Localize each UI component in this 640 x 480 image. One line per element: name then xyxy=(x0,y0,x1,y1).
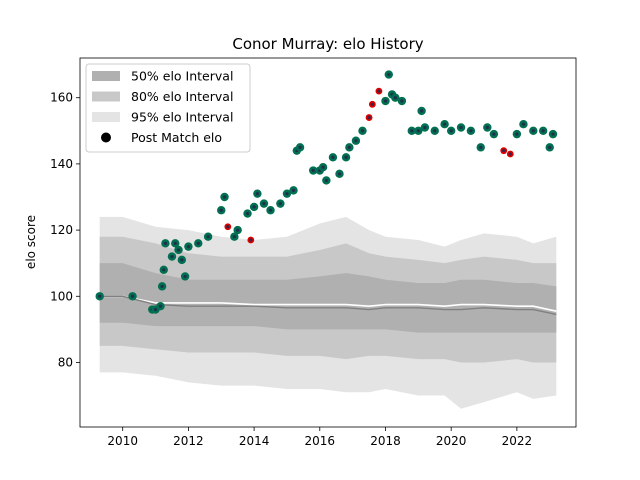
post-match-elo-point-center xyxy=(485,125,489,130)
post-match-elo-point-center xyxy=(291,188,296,192)
post-match-elo-point-center xyxy=(515,132,519,136)
post-match-elo-point-center xyxy=(196,241,200,245)
post-match-elo-point-center xyxy=(311,168,315,173)
legend-label: Post Match elo xyxy=(131,130,222,145)
post-match-elo-point-center xyxy=(531,129,535,133)
median-line xyxy=(99,295,557,316)
post-match-elo-point-center xyxy=(252,205,256,209)
post-match-elo-point-center xyxy=(337,172,342,176)
post-match-elo-point-center xyxy=(344,155,348,159)
post-match-elo-point-center xyxy=(370,102,374,106)
y-axis-label: elo score xyxy=(24,215,38,269)
band-50-interval xyxy=(99,263,557,333)
post-match-elo-point-center xyxy=(393,96,397,100)
post-match-elo-point-center xyxy=(416,129,420,133)
legend-label: 50% elo Interval xyxy=(131,69,233,84)
post-match-elo-point-center xyxy=(245,211,250,216)
post-match-elo-point-center xyxy=(170,254,174,259)
post-match-elo-point-center xyxy=(443,122,447,126)
post-match-elo-point-center xyxy=(377,89,381,93)
post-match-elo-point-center xyxy=(298,145,302,149)
post-match-elo-point-center xyxy=(387,72,391,77)
legend-swatch xyxy=(92,91,120,102)
post-match-elo-point-center xyxy=(226,225,230,229)
post-match-elo-point-center xyxy=(206,235,210,239)
x-axis: 2010 2012 2014 2016 2018 2020 2022 xyxy=(107,427,532,448)
y-tick-label: 100 xyxy=(50,289,73,303)
x-tick-label: 2018 xyxy=(370,434,401,448)
post-match-elo-point-center xyxy=(160,284,164,288)
post-match-elo-point-center xyxy=(420,109,424,113)
post-match-elo-point-center xyxy=(367,115,371,120)
y-axis: 80 100 120 140 160 xyxy=(50,91,80,369)
post-match-elo-point-center xyxy=(186,245,190,249)
x-tick-label: 2012 xyxy=(173,434,204,448)
post-match-elo-point-center xyxy=(423,125,427,130)
post-match-elo-point-center xyxy=(255,192,259,196)
post-match-elo-point-center xyxy=(232,235,236,239)
legend-label: 80% elo Interval xyxy=(131,89,233,104)
post-match-elo-point-center xyxy=(492,132,496,136)
y-tick-label: 80 xyxy=(58,355,73,369)
post-match-elo-point-center xyxy=(183,274,187,279)
post-match-elo-point-center xyxy=(268,208,273,212)
post-match-elo-point-center xyxy=(236,228,240,232)
post-match-elo-point-center xyxy=(508,152,512,156)
post-match-elo-point-center xyxy=(551,132,555,136)
post-match-elo-point-center xyxy=(459,125,463,130)
post-match-elo-point-center xyxy=(98,294,102,298)
post-match-elo-point-center xyxy=(285,192,289,196)
x-tick-label: 2022 xyxy=(502,434,533,448)
legend: 50% elo Interval 80% elo Interval 95% elo … xyxy=(85,63,251,153)
post-match-elo-point-center xyxy=(153,307,158,312)
post-match-elo-point-center xyxy=(321,165,325,169)
post-match-elo-point-center xyxy=(400,99,404,103)
post-match-elo-point-center xyxy=(158,304,163,308)
post-match-elo-point-center xyxy=(163,241,168,245)
post-match-elo-point-center xyxy=(449,129,453,133)
post-match-elo-point-center xyxy=(433,129,437,133)
legend-label: 95% elo Interval xyxy=(131,110,233,125)
post-match-elo-point-center xyxy=(324,178,328,183)
legend-swatch xyxy=(92,71,120,81)
post-match-elo-point-center xyxy=(219,208,223,212)
post-match-elo-point-center xyxy=(331,155,335,159)
post-match-elo-point-center xyxy=(222,195,227,199)
post-match-elo-point-center xyxy=(548,145,552,149)
y-tick-label: 160 xyxy=(50,91,73,105)
post-match-elo-point-center xyxy=(249,238,253,242)
post-match-elo-point-center xyxy=(180,258,184,262)
post-match-elo-point-center xyxy=(347,145,351,149)
x-tick-label: 2014 xyxy=(239,434,270,448)
y-tick-label: 140 xyxy=(50,157,73,171)
post-match-elo-point-center xyxy=(278,202,282,206)
plot-area xyxy=(95,70,558,409)
post-match-elo-point-center xyxy=(521,122,526,126)
mean-line xyxy=(99,295,557,312)
post-match-elo-point-center xyxy=(162,268,166,272)
post-match-elo-point-center xyxy=(130,294,135,298)
legend-frame xyxy=(85,63,251,153)
post-match-elo-point-center xyxy=(383,99,388,103)
post-match-elo-point-center xyxy=(541,129,545,133)
post-match-elo-point-center xyxy=(502,149,506,153)
post-match-elo-point-center xyxy=(173,241,177,245)
x-tick-label: 2010 xyxy=(107,434,138,448)
post-match-elo-point-center xyxy=(469,129,473,133)
post-match-elo-point-center xyxy=(176,248,181,252)
legend-swatch xyxy=(92,112,120,122)
post-match-elo-point-center xyxy=(354,139,358,143)
chart-title: Conor Murray: elo History xyxy=(232,35,423,53)
plot-frame xyxy=(79,57,577,428)
x-tick-label: 2020 xyxy=(436,434,467,448)
post-match-elo-point-center xyxy=(410,129,414,133)
post-match-elo-point-center xyxy=(479,145,483,149)
legend-marker xyxy=(101,132,111,143)
post-match-elo-point-center xyxy=(360,129,365,133)
post-match-elo-point-center xyxy=(262,202,266,206)
y-tick-label: 120 xyxy=(50,223,73,237)
x-tick-label: 2016 xyxy=(305,434,336,448)
